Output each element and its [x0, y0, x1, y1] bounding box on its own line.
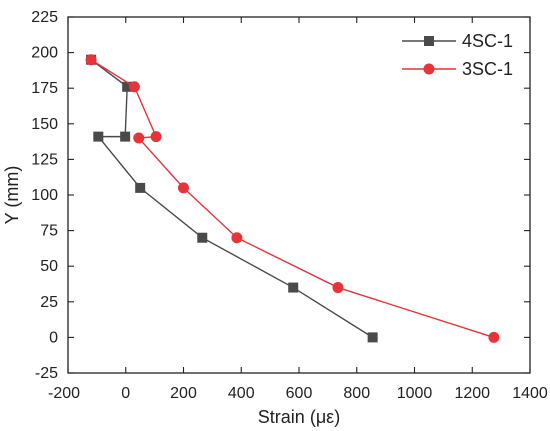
y-tick-label: 75 [40, 223, 58, 240]
y-tick-label: 175 [31, 80, 58, 97]
data-point [120, 131, 131, 142]
y-tick-label: 150 [31, 116, 58, 133]
x-tick-label: -200 [48, 385, 80, 402]
data-point [135, 182, 146, 193]
x-tick-label: 800 [343, 385, 370, 402]
x-axis-label: Strain (με) [258, 407, 340, 427]
y-tick-label: 100 [31, 187, 58, 204]
series-line-2 [90, 59, 495, 339]
y-tick-label: 0 [49, 329, 58, 346]
series-2 [85, 54, 500, 343]
series-layer [85, 54, 500, 343]
legend-marker [423, 63, 435, 75]
y-tick-label: 50 [40, 258, 58, 275]
data-point [93, 131, 104, 142]
x-tick-label: 400 [228, 385, 255, 402]
series-line-1 [90, 59, 374, 338]
y-tick-label: 200 [31, 45, 58, 62]
x-tick-label: 200 [170, 385, 197, 402]
series-1 [86, 54, 378, 343]
x-axis-ticks: -200 0 200 400 600 800 1000 1200 1400 [48, 17, 548, 402]
data-point [150, 131, 162, 143]
legend-marker [424, 36, 434, 46]
data-point [288, 282, 299, 293]
data-point [367, 332, 378, 343]
legend: 4SC-1 3SC-1 [402, 31, 513, 79]
plot-border [67, 16, 531, 374]
legend-label: 4SC-1 [462, 31, 513, 51]
x-tick-label: 600 [286, 385, 313, 402]
y-tick-label: 25 [40, 294, 58, 311]
y-axis-label: Y (mm) [2, 166, 22, 225]
x-tick-label: 1200 [454, 385, 490, 402]
legend-label: 3SC-1 [462, 59, 513, 79]
y-axis-ticks: -25 0 25 50 75 100 125 150 175 200 225 [31, 9, 530, 382]
data-point [332, 282, 344, 294]
x-tick-label: 1400 [512, 385, 548, 402]
x-tick-label: 1000 [397, 385, 433, 402]
data-point [488, 331, 500, 343]
data-point [85, 54, 97, 66]
y-tick-label: -25 [35, 365, 58, 382]
data-point [178, 182, 189, 194]
data-point [231, 232, 243, 244]
plot-frame [67, 16, 531, 374]
y-tick-label: 225 [31, 9, 58, 26]
x-tick-label: 0 [121, 385, 130, 402]
data-point [128, 81, 140, 93]
data-point [197, 232, 208, 243]
y-tick-label: 125 [31, 151, 58, 168]
data-point [133, 132, 145, 144]
